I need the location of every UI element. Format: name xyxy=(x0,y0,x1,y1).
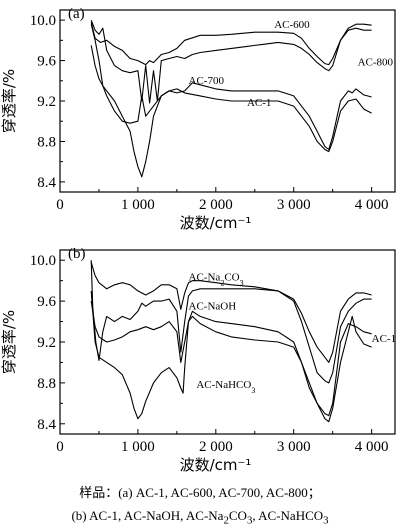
y-tick-label: 9.6 xyxy=(37,54,56,70)
series-label-ac-700: AC-700 xyxy=(189,75,225,87)
y-axis-title: 穿透率/% xyxy=(0,310,18,374)
panel-b: 0 1 000 2 000 3 000 4 000 8.4 8.8 9.2 9.6 10.0 波数/… xyxy=(0,246,396,474)
series-line-ac-naoh xyxy=(90,260,372,384)
series-line-ac-1 xyxy=(90,301,372,423)
x-tick-label: 3 000 xyxy=(277,439,311,455)
x-tick-label: 1 000 xyxy=(121,197,155,213)
x-tick-label: 4 000 xyxy=(355,439,389,455)
x-axis-title: 波数/cm⁻¹ xyxy=(180,214,252,232)
series-label-ac-600: AC-600 xyxy=(274,19,310,31)
caption-sub-3: 3 xyxy=(323,514,329,527)
series-label-ac-na2co3: AC-Na2CO3 xyxy=(189,272,244,288)
caption-line-2: (b) AC-1, AC-NaOH, AC-Na2CO3, AC-NaHCO3 xyxy=(0,508,400,527)
y-tick-label: 10.0 xyxy=(30,253,56,269)
x-tick-label: 2 000 xyxy=(199,197,233,213)
panel-tag: (b) xyxy=(68,246,86,262)
x-tick-label: 3 000 xyxy=(277,197,311,213)
caption-line-1: 样品：(a) AC-1, AC-600, AC-700, AC-800； xyxy=(79,485,321,500)
series-line-ac-800 xyxy=(90,19,372,104)
y-tick-label: 8.8 xyxy=(37,134,56,150)
y-tick-label: 9.6 xyxy=(37,294,56,310)
panel-a: 0 1 000 2 000 3 000 4 000 8.4 8.8 9.2 9.6 10.0 波数/… xyxy=(0,6,396,232)
series-line-ac-nahco3 xyxy=(90,290,372,420)
caption-line-2-suffix: , AC-NaHCO xyxy=(252,508,324,523)
caption-line-2-mid: CO xyxy=(228,508,247,523)
y-tick-label: 9.2 xyxy=(37,335,56,351)
series-line-ac-700 xyxy=(90,24,372,151)
series-label-ac-nahco3: AC-NaHCO3 xyxy=(196,379,255,395)
series-line-ac-na2co3 xyxy=(90,262,372,363)
panel-tag: (a) xyxy=(68,6,85,22)
y-tick-label: 9.2 xyxy=(37,94,56,110)
x-tick-label: 0 xyxy=(56,439,64,455)
caption-sub-1: 2 xyxy=(223,514,229,527)
x-tick-label: 0 xyxy=(56,197,64,213)
series-label-ac-1: AC-1 xyxy=(372,333,396,345)
series-line-ac-600 xyxy=(90,21,372,66)
x-tick-label: 4 000 xyxy=(355,197,389,213)
series-label-ac-naoh: AC-NaOH xyxy=(189,300,237,312)
y-tick-label: 8.4 xyxy=(37,175,56,191)
series-label-ac-800: AC-800 xyxy=(358,57,394,69)
y-axis-title: 穿透率/% xyxy=(0,69,18,133)
caption-line-2-prefix: (b) AC-1, AC-NaOH, AC-Na xyxy=(71,508,224,523)
y-tick-label: 10.0 xyxy=(30,13,56,29)
x-tick-label: 1 000 xyxy=(121,439,155,455)
y-tick-label: 8.8 xyxy=(37,376,56,392)
y-tick-label: 8.4 xyxy=(37,417,56,433)
series-line-ac-1 xyxy=(90,45,372,178)
series-label-ac-1: AC-1 xyxy=(247,97,271,109)
x-tick-label: 2 000 xyxy=(199,439,233,455)
x-axis-title: 波数/cm⁻¹ xyxy=(180,456,252,474)
caption-sub-2: 3 xyxy=(246,514,253,527)
